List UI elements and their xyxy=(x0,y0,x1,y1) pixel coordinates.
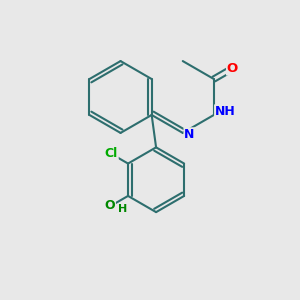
Text: H: H xyxy=(118,204,127,214)
Text: Cl: Cl xyxy=(105,148,118,160)
Text: O: O xyxy=(226,62,238,75)
Text: N: N xyxy=(184,128,194,141)
Text: O: O xyxy=(105,199,115,212)
Text: NH: NH xyxy=(215,105,236,118)
